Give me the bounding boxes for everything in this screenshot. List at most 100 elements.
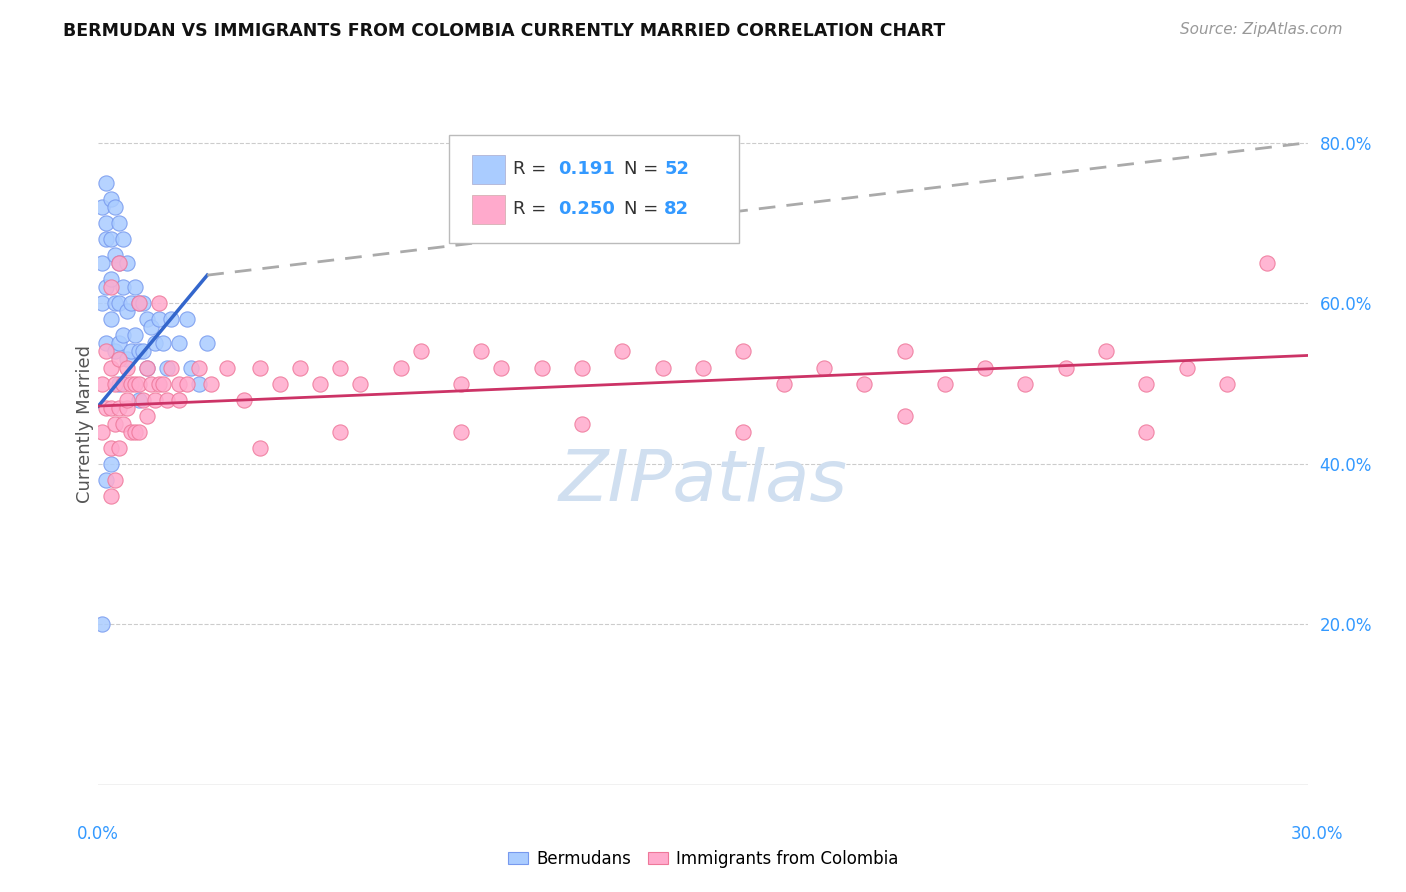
Point bbox=[107, 352, 129, 367]
Point bbox=[115, 401, 138, 415]
Point bbox=[103, 200, 125, 214]
Text: 0.250: 0.250 bbox=[558, 200, 614, 219]
Point bbox=[115, 392, 138, 407]
Point bbox=[100, 360, 122, 375]
Point bbox=[152, 336, 174, 351]
Point bbox=[132, 296, 155, 310]
Point bbox=[470, 344, 492, 359]
Point bbox=[96, 232, 118, 246]
Point bbox=[100, 441, 122, 455]
Text: R =: R = bbox=[513, 160, 547, 178]
Point bbox=[349, 376, 371, 391]
Point bbox=[103, 296, 125, 310]
Point bbox=[96, 473, 118, 487]
Point bbox=[232, 392, 254, 407]
Point bbox=[120, 344, 142, 359]
Point bbox=[128, 296, 150, 310]
Point bbox=[111, 376, 134, 391]
Point bbox=[148, 312, 170, 326]
Point bbox=[100, 457, 122, 471]
Point bbox=[491, 360, 513, 375]
Point bbox=[1175, 360, 1198, 375]
Point bbox=[115, 352, 138, 367]
Point bbox=[156, 360, 179, 375]
Point bbox=[200, 376, 222, 391]
Point bbox=[128, 425, 150, 439]
Point bbox=[128, 344, 150, 359]
Point bbox=[96, 336, 118, 351]
Point bbox=[107, 256, 129, 270]
Point bbox=[100, 312, 122, 326]
Point bbox=[329, 425, 352, 439]
Point bbox=[135, 312, 157, 326]
Text: R =: R = bbox=[513, 200, 547, 219]
Point bbox=[651, 360, 673, 375]
Point bbox=[107, 401, 129, 415]
Point bbox=[934, 376, 956, 391]
Text: 0.191: 0.191 bbox=[558, 160, 614, 178]
Legend: Bermudans, Immigrants from Colombia: Bermudans, Immigrants from Colombia bbox=[501, 844, 905, 875]
Y-axis label: Currently Married: Currently Married bbox=[76, 344, 94, 503]
Point bbox=[107, 256, 129, 270]
Point bbox=[139, 376, 162, 391]
Point bbox=[100, 280, 122, 294]
Text: 82: 82 bbox=[664, 200, 689, 219]
Point bbox=[107, 376, 129, 391]
FancyBboxPatch shape bbox=[472, 155, 505, 184]
Point bbox=[96, 344, 118, 359]
Point bbox=[124, 280, 146, 294]
Point bbox=[107, 336, 129, 351]
Point bbox=[111, 328, 134, 343]
Point bbox=[309, 376, 332, 391]
Point bbox=[148, 296, 170, 310]
Point bbox=[893, 344, 915, 359]
Point bbox=[100, 192, 122, 206]
Point bbox=[1054, 360, 1077, 375]
Point bbox=[91, 200, 114, 214]
Point bbox=[156, 392, 179, 407]
Point bbox=[249, 441, 271, 455]
Point bbox=[160, 360, 183, 375]
Point bbox=[692, 360, 714, 375]
Point bbox=[167, 376, 190, 391]
FancyBboxPatch shape bbox=[472, 194, 505, 224]
Point bbox=[128, 296, 150, 310]
Point bbox=[124, 328, 146, 343]
Point bbox=[132, 344, 155, 359]
Point bbox=[135, 360, 157, 375]
Point bbox=[100, 401, 122, 415]
Text: N =: N = bbox=[624, 200, 658, 219]
Point bbox=[120, 425, 142, 439]
Point bbox=[195, 336, 218, 351]
Point bbox=[450, 376, 472, 391]
Point bbox=[269, 376, 291, 391]
Point bbox=[91, 296, 114, 310]
Text: N =: N = bbox=[624, 160, 658, 178]
Point bbox=[100, 272, 122, 286]
Point bbox=[132, 392, 155, 407]
Point bbox=[148, 376, 170, 391]
Point bbox=[1256, 256, 1278, 270]
Point bbox=[612, 344, 634, 359]
Point bbox=[167, 392, 190, 407]
Point bbox=[1135, 376, 1157, 391]
Point bbox=[103, 417, 125, 431]
Point bbox=[103, 473, 125, 487]
Point bbox=[139, 320, 162, 334]
Point bbox=[733, 425, 755, 439]
Point bbox=[107, 296, 129, 310]
Point bbox=[91, 617, 114, 632]
Point bbox=[1135, 425, 1157, 439]
Point bbox=[103, 344, 125, 359]
Point bbox=[115, 360, 138, 375]
Point bbox=[974, 360, 997, 375]
Text: BERMUDAN VS IMMIGRANTS FROM COLOMBIA CURRENTLY MARRIED CORRELATION CHART: BERMUDAN VS IMMIGRANTS FROM COLOMBIA CUR… bbox=[63, 22, 945, 40]
Point bbox=[450, 425, 472, 439]
Point bbox=[329, 360, 352, 375]
Point bbox=[128, 376, 150, 391]
Point bbox=[180, 360, 202, 375]
Point bbox=[188, 360, 211, 375]
Point bbox=[160, 312, 183, 326]
Point bbox=[111, 232, 134, 246]
Point bbox=[115, 304, 138, 318]
